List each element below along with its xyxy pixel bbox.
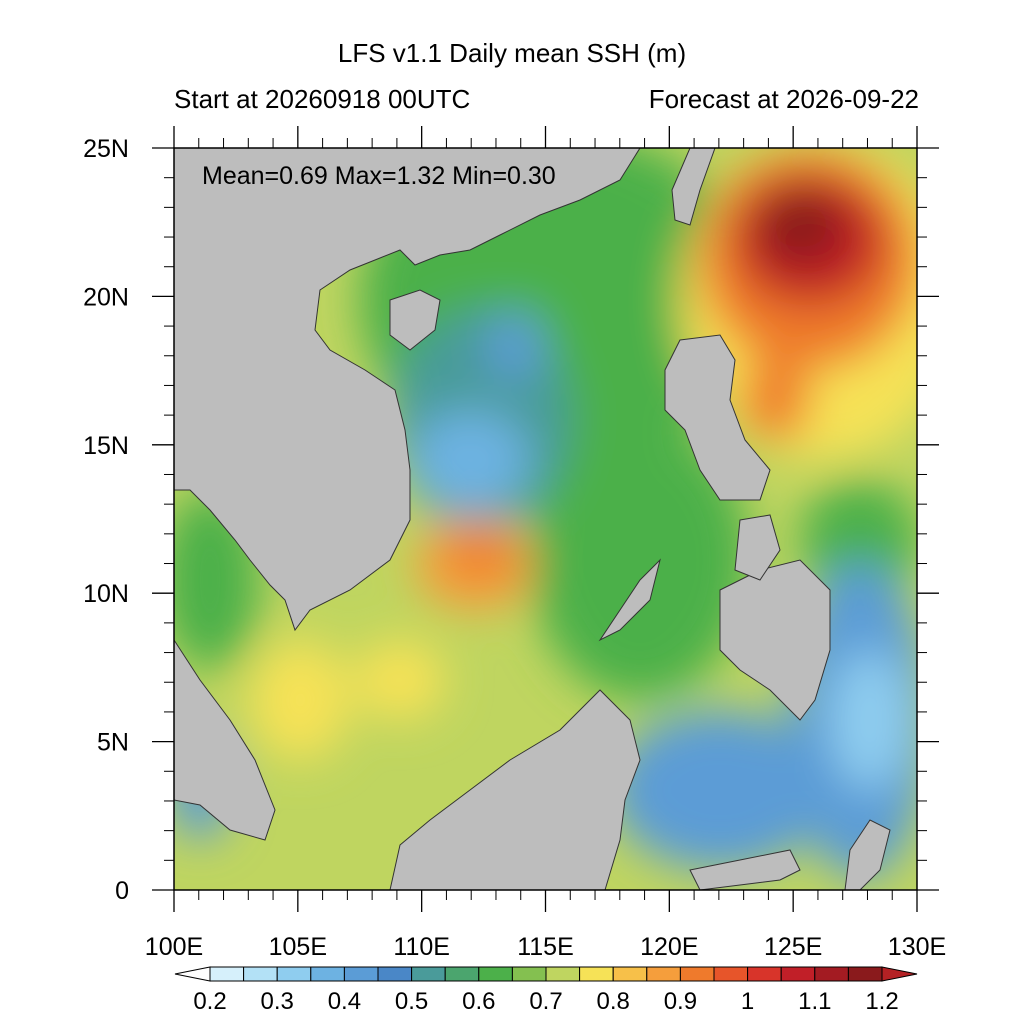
colorbar-label: 0.2 <box>193 988 226 1015</box>
ssh-patch-east-max <box>755 185 845 265</box>
land-visayas <box>734 514 781 581</box>
x-tick-label: 125E <box>764 933 822 961</box>
colorbar-box <box>444 966 480 982</box>
colorbar-label: 0.3 <box>261 988 294 1015</box>
y-tick-label: 20N <box>83 283 129 311</box>
forecast-date-label: Forecast at 2026-09-22 <box>648 84 919 114</box>
ssh-patch-low-vietnam <box>410 410 530 510</box>
land-hainan <box>389 289 441 351</box>
ssh-patch-low-north <box>485 310 545 380</box>
ssh-field <box>174 148 917 890</box>
ssh-patch-mindanao-low <box>830 650 910 790</box>
land-indochina <box>174 148 641 632</box>
y-axis: 0 5N 10N 15N 20N 25N <box>83 135 939 905</box>
ssh-patch-warm-core <box>450 533 510 577</box>
x-axis: 100E 105E 110E 115E 120E 125E 130E <box>145 126 946 961</box>
y-tick-label: 25N <box>83 135 129 163</box>
colorbar-box <box>511 966 547 982</box>
colorbar-label: 0.5 <box>395 988 428 1015</box>
ssh-patch-yellow-2 <box>355 640 445 720</box>
colorbar-label: 1.2 <box>865 988 898 1015</box>
colorbar-box <box>545 966 581 982</box>
y-tick-label: 10N <box>83 580 129 608</box>
colorbar-box <box>310 966 345 982</box>
figure-title: LFS v1.1 Daily mean SSH (m) <box>337 38 687 68</box>
colorbar-box <box>411 966 446 982</box>
land-palawan <box>598 558 661 642</box>
colorbar-box <box>209 966 245 982</box>
colorbar-box <box>814 966 849 982</box>
colorbar-label: 0.4 <box>328 988 361 1015</box>
x-tick-label: 120E <box>640 933 698 961</box>
x-tick-label: 100E <box>145 933 203 961</box>
y-tick-label: 15N <box>83 432 129 460</box>
ssh-patch-se-green <box>800 480 917 600</box>
colorbar-box <box>780 966 816 982</box>
colorbar-box <box>478 966 513 982</box>
colorbar-label: 0.9 <box>664 988 697 1015</box>
colorbar-box <box>713 966 749 982</box>
colorbar-box <box>847 966 883 982</box>
ssh-patch-celebes-blue <box>610 710 830 870</box>
x-tick-label: 110E <box>393 933 450 961</box>
colorbar-min-arrow <box>174 966 211 982</box>
start-time-label: Start at 20260918 00UTC <box>174 84 471 114</box>
ssh-patch-luzon-east <box>740 360 810 440</box>
x-tick-label: 130E <box>888 933 946 961</box>
x-tick-label: 105E <box>269 933 327 961</box>
land-halmahera <box>844 819 891 890</box>
colorbar-label: 0.7 <box>529 988 562 1015</box>
y-tick-label: 0 <box>115 877 129 905</box>
colorbar-label: 0.8 <box>597 988 630 1015</box>
land-taiwan <box>671 148 716 226</box>
colorbar-box <box>343 966 379 982</box>
x-tick-label: 115E <box>517 933 574 961</box>
land-malay-peninsula <box>174 639 276 841</box>
colorbar-box <box>646 966 681 982</box>
colorbar-box <box>276 966 312 982</box>
colorbar-label: 1 <box>741 988 754 1015</box>
colorbar-box <box>579 966 614 982</box>
y-tick-label: 5N <box>97 729 129 757</box>
land-borneo <box>389 689 641 890</box>
land-luzon <box>664 334 771 501</box>
land <box>174 148 891 890</box>
ssh-patch-yellow-1 <box>250 640 350 760</box>
ssh-patch-palawan-green <box>530 420 750 700</box>
colorbar-box <box>377 966 413 982</box>
stats-label: Mean=0.69 Max=1.32 Min=0.30 <box>202 162 556 190</box>
colorbar-max-arrow <box>881 966 918 982</box>
land-mindanao <box>719 559 831 721</box>
land-sulawesi <box>689 849 801 890</box>
colorbar-box <box>243 966 278 982</box>
colorbar-label: 1.1 <box>798 988 831 1015</box>
colorbar-box <box>612 966 648 982</box>
colorbar-box <box>747 966 782 982</box>
colorbar-box <box>679 966 715 982</box>
colorbar: 0.2 0.3 0.4 0.5 0.6 0.7 0.8 0.9 1 1.1 1.2 <box>174 966 918 1015</box>
colorbar-label: 0.6 <box>462 988 495 1015</box>
